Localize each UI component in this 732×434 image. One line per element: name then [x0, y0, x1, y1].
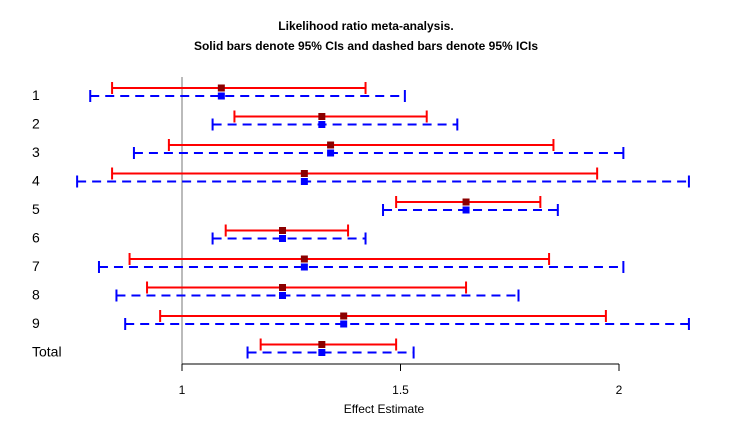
ci-point — [279, 284, 287, 291]
ici-point — [318, 349, 326, 356]
row-label: 6 — [32, 230, 40, 246]
ici-point — [300, 178, 308, 185]
ci-point — [318, 113, 326, 120]
x-tick-label: 1 — [179, 383, 186, 397]
row-label: 7 — [32, 258, 40, 274]
ici-point — [462, 206, 470, 214]
chart-title: Likelihood ratio meta-analysis. — [278, 19, 453, 33]
ci-point — [327, 141, 335, 149]
row-label: Total — [32, 344, 62, 360]
ci-point — [300, 255, 308, 263]
chart-subtitle: Solid bars denote 95% CIs and dashed bar… — [194, 39, 538, 53]
ici-point — [279, 235, 287, 242]
row-label: 9 — [32, 315, 40, 331]
ci-point — [300, 170, 308, 177]
x-tick-label: 1.5 — [392, 383, 409, 397]
ici-point — [217, 92, 225, 100]
row-label: 8 — [32, 287, 40, 303]
x-tick-label: 2 — [616, 383, 623, 397]
row-label: 4 — [32, 173, 40, 189]
ci-point — [318, 341, 326, 348]
ci-point — [279, 227, 287, 234]
ici-point — [327, 149, 335, 157]
ci-point — [217, 84, 225, 92]
row-label: 2 — [32, 116, 40, 132]
ici-point — [318, 121, 326, 128]
ci-point — [340, 312, 348, 320]
ici-point — [279, 292, 287, 299]
ci-point — [462, 198, 470, 206]
x-axis-label: Effect Estimate — [344, 402, 425, 416]
ici-point — [340, 320, 348, 328]
row-label: 1 — [32, 87, 40, 103]
ici-point — [300, 263, 308, 271]
row-label: 5 — [32, 201, 40, 217]
plot-area: 1 1.5 2 1 2 3 4 5 6 7 8 9 Total — [32, 77, 690, 397]
row-label: 3 — [32, 144, 40, 160]
